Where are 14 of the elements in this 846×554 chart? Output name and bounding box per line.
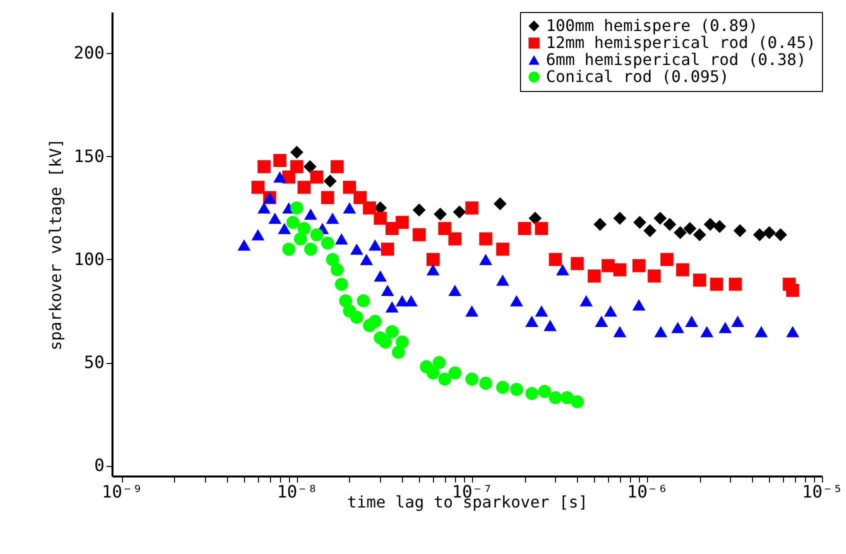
y-tick-label: 100 [74, 250, 104, 270]
x-tick-label: 10⁻⁹ [102, 482, 143, 502]
legend-label: 12mm hemisperical rod (0.45) [546, 33, 816, 52]
y-tick-label: 150 [74, 146, 104, 167]
legend-label: 6mm hemisperical rod (0.38) [546, 50, 806, 69]
legend-label: Conical rod (0.095) [546, 67, 730, 86]
x-tick-label: 10⁻⁸ [276, 482, 318, 502]
x-tick-label: 10⁻⁵ [802, 482, 843, 502]
x-tick-label: 10⁻⁶ [626, 482, 668, 502]
y-tick-label: 200 [74, 44, 104, 64]
legend-label: 100mm hemispere (0.89) [546, 16, 758, 35]
y-axis-title: sparkover voltage [kV] [46, 138, 65, 350]
y-tick-label: 50 [84, 353, 104, 374]
y-tick-label: 0 [94, 456, 104, 476]
